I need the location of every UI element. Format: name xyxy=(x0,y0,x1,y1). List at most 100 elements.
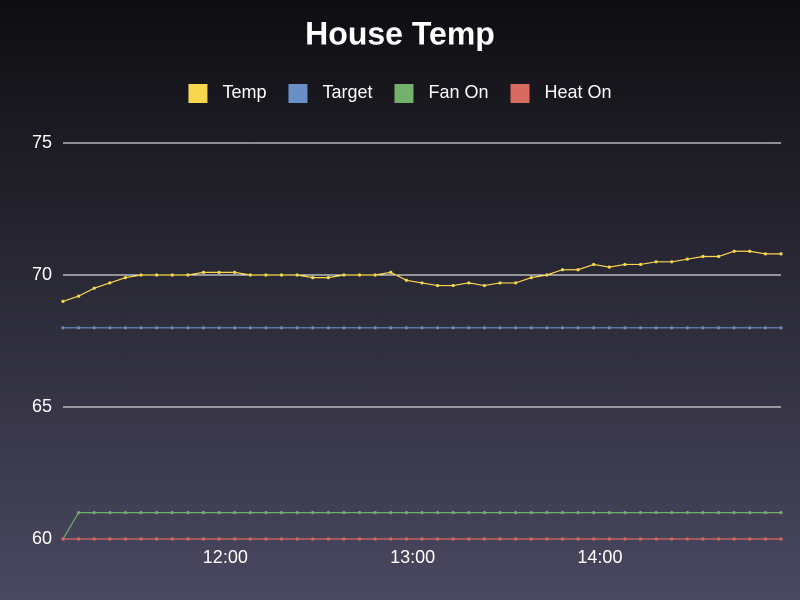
data-point xyxy=(389,270,393,274)
data-point xyxy=(264,510,268,515)
data-point xyxy=(654,326,658,330)
data-point xyxy=(514,510,518,515)
y-tick-label: 60 xyxy=(32,528,52,548)
data-point xyxy=(295,510,299,515)
data-point xyxy=(295,537,299,541)
data-point xyxy=(389,326,393,330)
data-point xyxy=(638,262,643,267)
data-point xyxy=(716,254,721,259)
data-point xyxy=(139,510,143,515)
legend-item[interactable]: Target xyxy=(288,82,372,103)
x-tick-label: 14:00 xyxy=(577,547,622,567)
data-point xyxy=(592,326,596,330)
data-point xyxy=(451,537,455,541)
data-point xyxy=(155,510,159,515)
data-point xyxy=(311,326,315,330)
data-point xyxy=(357,273,362,277)
y-tick-label: 65 xyxy=(32,396,52,416)
data-point xyxy=(467,281,471,285)
data-point xyxy=(670,537,674,541)
data-point xyxy=(763,510,767,515)
data-point xyxy=(264,326,268,330)
data-point xyxy=(186,326,190,330)
data-point xyxy=(420,510,424,515)
data-point xyxy=(186,273,190,277)
legend-label: Target xyxy=(322,82,372,102)
data-point xyxy=(560,537,565,541)
data-point xyxy=(685,326,689,330)
data-point xyxy=(186,537,190,541)
data-point xyxy=(92,326,96,330)
legend-swatch xyxy=(510,84,530,103)
data-point xyxy=(108,281,112,285)
data-point xyxy=(170,273,174,277)
data-point xyxy=(311,276,315,280)
data-point xyxy=(670,510,674,515)
data-point xyxy=(108,510,112,515)
legend-item[interactable]: Heat On xyxy=(510,82,612,103)
data-point xyxy=(654,510,658,515)
x-tick-label: 12:00 xyxy=(203,547,248,567)
data-point xyxy=(279,537,284,541)
data-point xyxy=(233,326,237,330)
data-point xyxy=(623,537,627,541)
data-point xyxy=(139,326,143,330)
data-point xyxy=(248,326,252,330)
data-point xyxy=(248,510,252,515)
data-point xyxy=(436,326,440,330)
data-point xyxy=(529,537,533,541)
data-point xyxy=(436,510,440,515)
data-point xyxy=(670,326,674,330)
data-point xyxy=(264,273,268,277)
data-point xyxy=(279,510,284,515)
data-point xyxy=(685,257,689,261)
data-point xyxy=(467,326,471,330)
data-point xyxy=(201,537,206,541)
data-point xyxy=(233,510,237,515)
data-point xyxy=(576,537,580,541)
data-point xyxy=(482,283,487,288)
data-point xyxy=(529,510,533,515)
data-point xyxy=(217,326,221,330)
data-point xyxy=(248,273,252,277)
data-point xyxy=(357,537,362,541)
legend-item[interactable]: Fan On xyxy=(394,82,489,103)
data-point xyxy=(155,326,159,330)
data-point xyxy=(170,537,174,541)
data-point xyxy=(436,537,440,541)
data-point xyxy=(279,273,284,277)
data-point xyxy=(170,510,174,515)
data-point xyxy=(342,537,346,541)
data-point xyxy=(560,268,565,272)
data-point xyxy=(514,537,518,541)
data-point xyxy=(217,510,221,515)
data-point xyxy=(326,510,330,515)
data-point xyxy=(607,265,611,269)
legend-swatch xyxy=(288,84,308,103)
legend-label: Fan On xyxy=(428,82,488,102)
legend-item[interactable]: Temp xyxy=(188,82,266,103)
data-point xyxy=(92,286,96,290)
data-point xyxy=(201,326,206,330)
data-point xyxy=(451,510,455,515)
data-point xyxy=(623,510,627,515)
data-point xyxy=(420,326,424,330)
data-point xyxy=(61,537,65,541)
data-point xyxy=(514,326,518,330)
data-point xyxy=(716,510,721,515)
data-point xyxy=(420,281,424,285)
data-point xyxy=(92,537,96,541)
data-point xyxy=(357,510,362,515)
data-point xyxy=(311,510,315,515)
data-point xyxy=(560,510,565,515)
data-point xyxy=(467,510,471,515)
data-point xyxy=(295,326,299,330)
data-point xyxy=(420,537,424,541)
data-point xyxy=(326,276,330,280)
data-point xyxy=(763,252,767,256)
data-point xyxy=(482,510,487,515)
data-point xyxy=(670,260,674,264)
data-point xyxy=(607,537,611,541)
data-point xyxy=(139,273,143,277)
data-point xyxy=(685,537,689,541)
